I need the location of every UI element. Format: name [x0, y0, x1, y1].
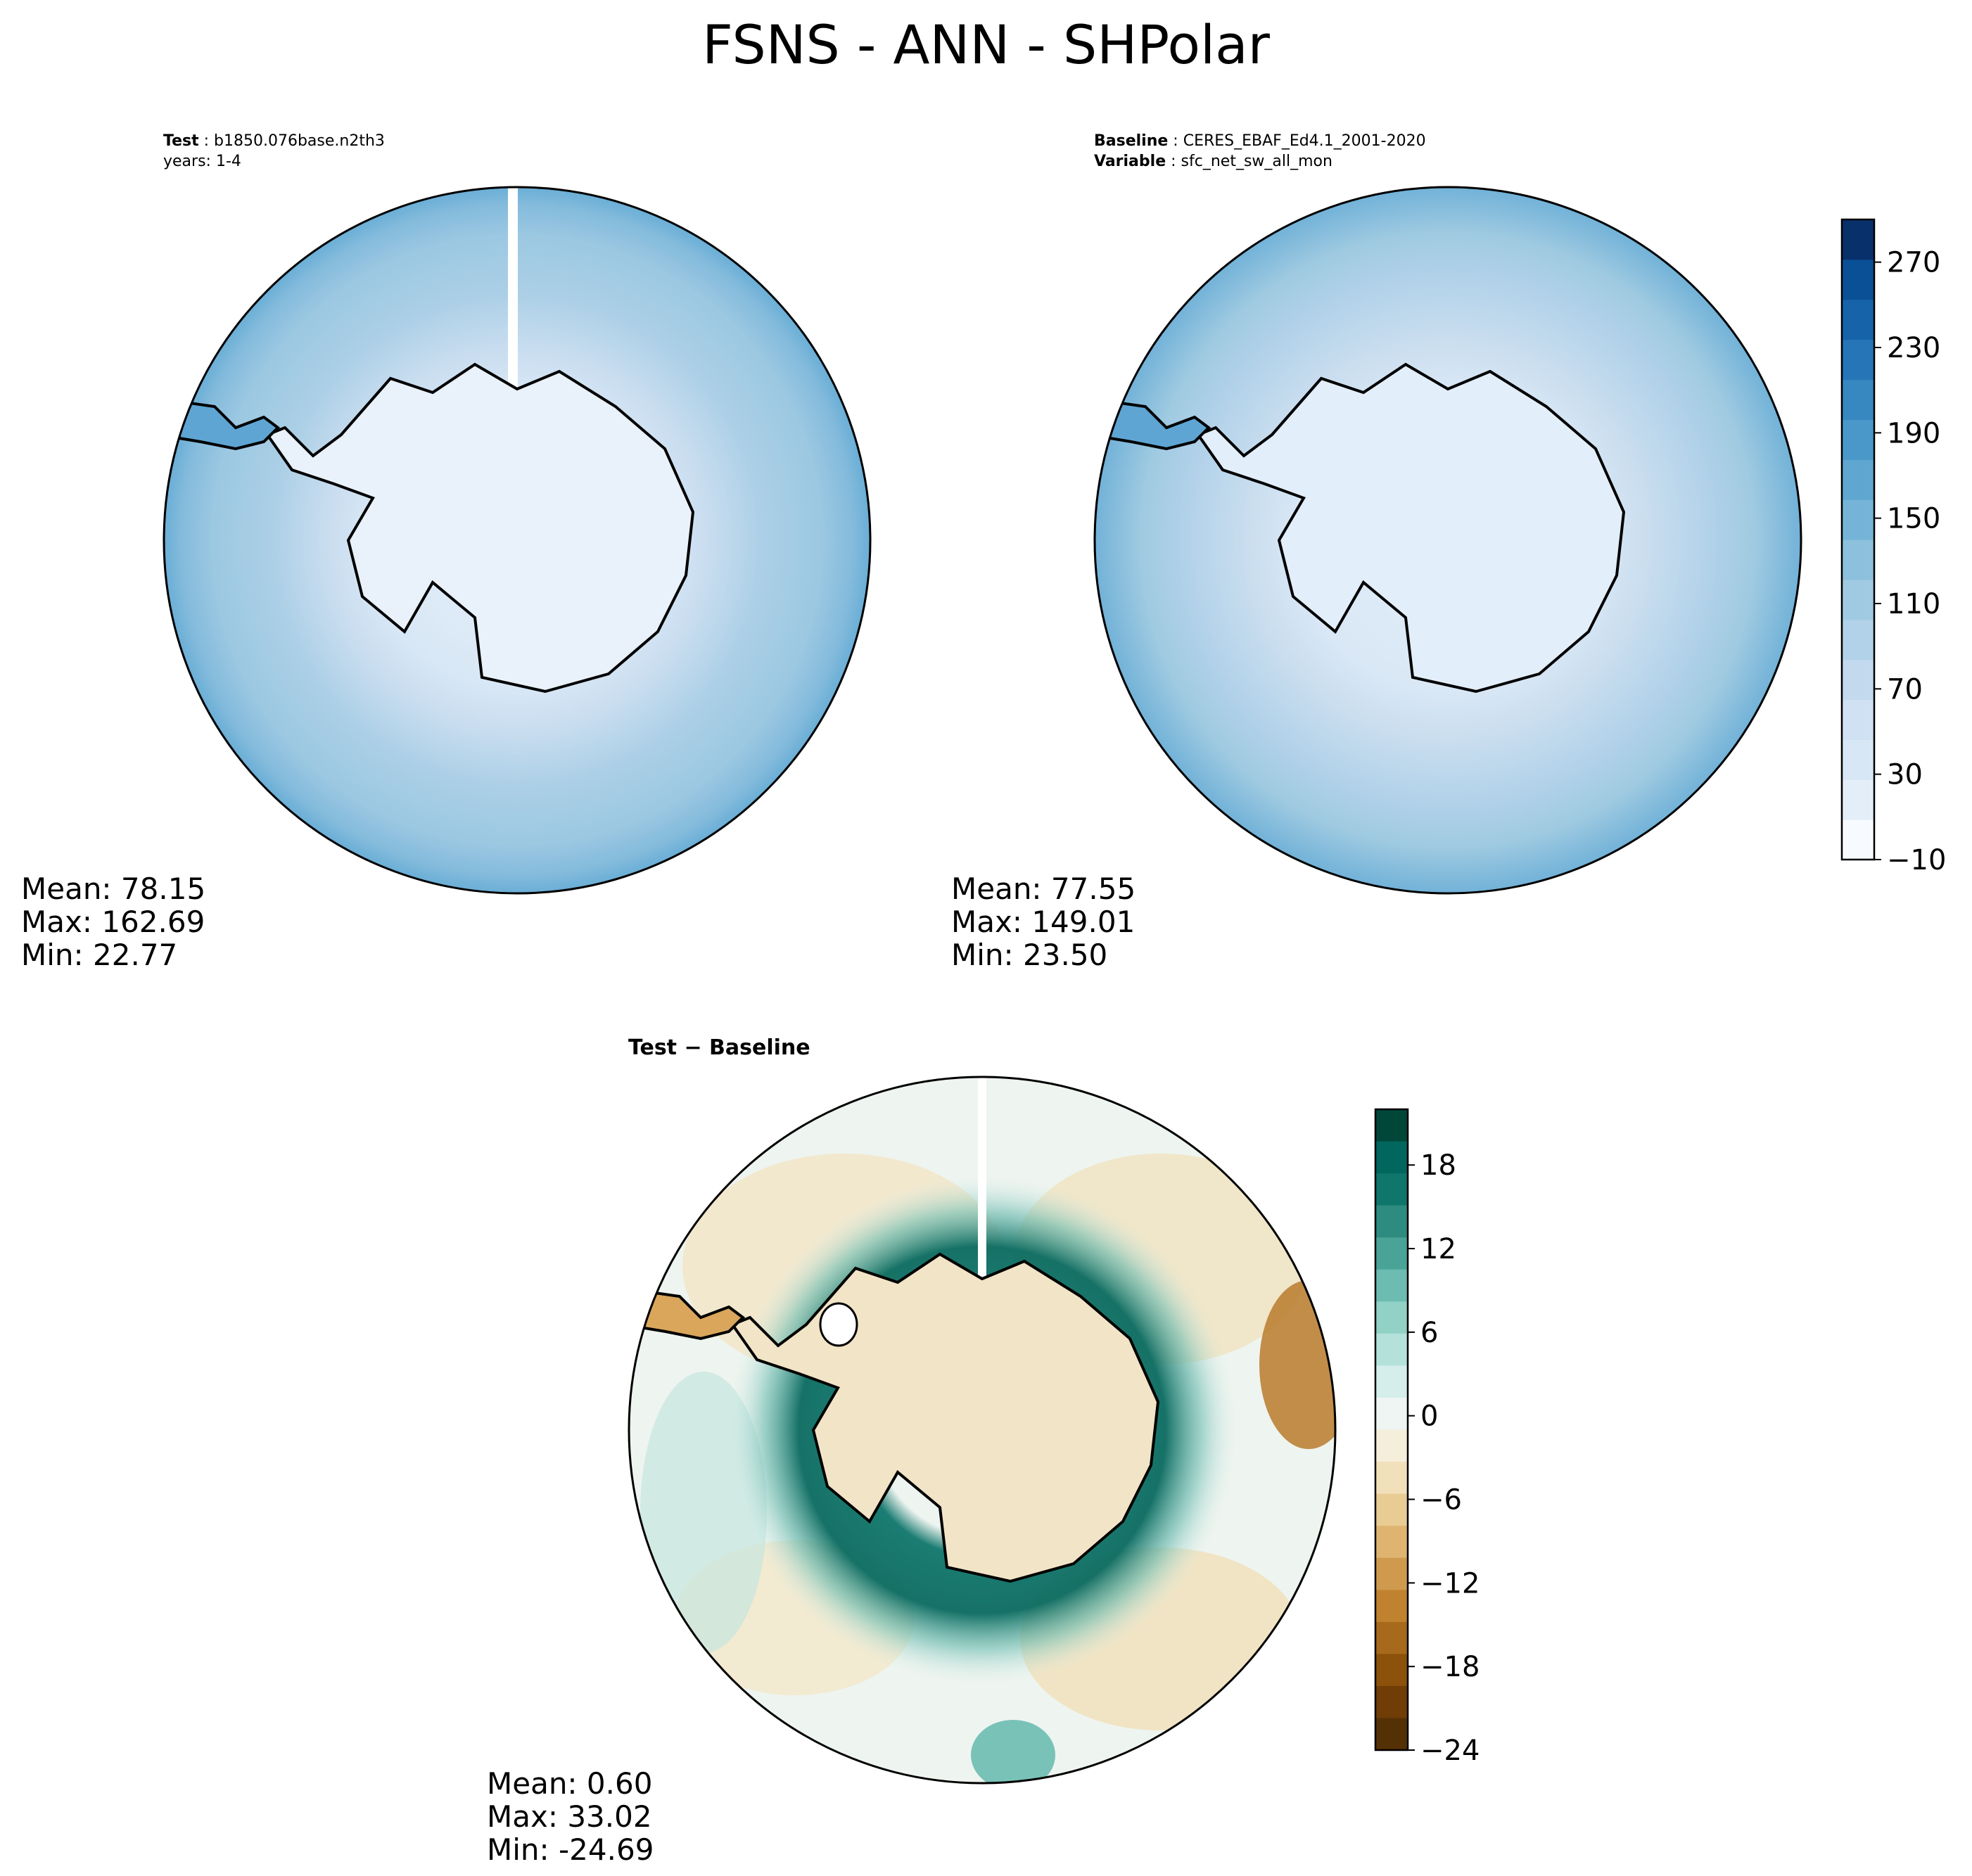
main-colorbar-bin [1842, 299, 1874, 340]
main-colorbar-tick-label: 110 [1887, 588, 1940, 620]
diff-colorbar-bin [1375, 1557, 1408, 1590]
variable-name: sfc_net_sw_all_mon [1181, 153, 1332, 170]
main-colorbar-tick-label: 270 [1887, 247, 1940, 279]
test-max: Max: 162.69 [21, 905, 205, 939]
diff-colorbar-bin [1375, 1301, 1408, 1334]
test-case-name: b1850.076base.n2th3 [214, 132, 385, 150]
diff-min: Min: -24.69 [487, 1832, 654, 1867]
baseline-label: Baseline [1094, 132, 1169, 150]
baseline-map-boundary [1093, 186, 1802, 895]
diff-colorbar-tick-label: −12 [1420, 1567, 1480, 1600]
diff-stats: Mean: 0.60 Max: 33.02 Min: -24.69 [487, 1767, 654, 1866]
test-stats: Mean: 78.15 Max: 162.69 Min: 22.77 [21, 872, 205, 971]
test-min: Min: 22.77 [21, 938, 178, 972]
main-colorbar-tick-label: 150 [1887, 503, 1940, 535]
diff-colorbar-tick-label: 0 [1420, 1400, 1438, 1433]
diff-colorbar-bin [1375, 1397, 1408, 1430]
baseline-map [1093, 186, 1802, 895]
diff-panel-header: Test − Baseline [628, 1035, 810, 1060]
main-colorbar-bin [1842, 499, 1874, 540]
main-colorbar-bin [1842, 619, 1874, 661]
diff-max: Max: 33.02 [487, 1799, 652, 1834]
diff-colorbar-bin [1375, 1109, 1408, 1142]
diff-map-boundary [628, 1076, 1337, 1785]
baseline-panel-header: Baseline : CERES_EBAF_Ed4.1_2001-2020 Va… [1094, 132, 1426, 170]
diff-colorbar-bin [1375, 1462, 1408, 1495]
baseline-mean: Mean: 77.55 [951, 872, 1136, 906]
main-colorbar-tick-label: 190 [1887, 417, 1940, 449]
main-colorbar-bin [1842, 699, 1874, 740]
baseline-stats: Mean: 77.55 Max: 149.01 Min: 23.50 [951, 872, 1136, 971]
main-colorbar-bin [1842, 459, 1874, 500]
main-colorbar-tick-label: 70 [1887, 673, 1923, 706]
diff-colorbar-tick-label: −24 [1420, 1735, 1480, 1767]
main-colorbar-bin [1842, 540, 1874, 580]
baseline-max: Max: 149.01 [951, 905, 1136, 939]
diff-colorbar-bin [1375, 1621, 1408, 1654]
diff-colorbar-bin [1375, 1654, 1408, 1687]
diff-colorbar-tick-label: 6 [1420, 1317, 1438, 1349]
diff-colorbar-bin [1375, 1333, 1408, 1366]
main-colorbar: 270 230 190 150 110 70 30 −10 [1840, 218, 1946, 876]
diff-colorbar-bin [1375, 1429, 1408, 1462]
test-map [163, 186, 872, 895]
diff-colorbar-bin [1375, 1205, 1408, 1238]
diff-colorbar-bin [1375, 1141, 1408, 1174]
test-label: Test [163, 132, 199, 150]
diff-map [628, 1076, 1337, 1785]
variable-label: Variable [1094, 153, 1166, 170]
test-panel-header: Test : b1850.076base.n2th3 years: 1-4 [163, 132, 385, 170]
main-colorbar-bin [1842, 259, 1874, 300]
baseline-case-name: CERES_EBAF_Ed4.1_2001-2020 [1183, 132, 1426, 150]
diff-colorbar-bin [1375, 1173, 1408, 1206]
figure-title: FSNS - ANN - SHPolar [702, 13, 1270, 76]
diff-colorbar-bin [1375, 1365, 1408, 1398]
diff-colorbar-bin [1375, 1237, 1408, 1270]
diff-colorbar-bin [1375, 1685, 1408, 1718]
main-colorbar-frame [1840, 218, 1876, 861]
main-colorbar-bin [1842, 779, 1874, 820]
main-colorbar-bin [1842, 659, 1874, 700]
diff-colorbar-bin [1375, 1526, 1408, 1559]
diff-colorbar: 18 12 6 0 −6 −12 −18 −24 [1374, 1108, 1480, 1767]
main-colorbar-bin [1842, 339, 1874, 380]
main-colorbar-bin [1842, 379, 1874, 420]
diff-colorbar-tick-label: −18 [1420, 1651, 1480, 1683]
main-colorbar-tick-label: 230 [1887, 332, 1940, 364]
test-map-boundary [163, 186, 872, 895]
diff-mean: Mean: 0.60 [487, 1766, 653, 1801]
main-colorbar-bin [1842, 819, 1874, 860]
main-colorbar-bin [1842, 419, 1874, 460]
diff-colorbar-tick-label: 18 [1420, 1149, 1456, 1182]
main-colorbar-tick-label: −10 [1887, 844, 1946, 876]
test-years: years: 1-4 [163, 153, 241, 170]
main-colorbar-bin [1842, 739, 1874, 780]
baseline-min: Min: 23.50 [951, 938, 1108, 972]
diff-colorbar-tick-label: −6 [1420, 1484, 1462, 1517]
diff-colorbar-bin [1375, 1269, 1408, 1302]
diff-colorbar-frame [1374, 1108, 1409, 1751]
diff-colorbar-bin [1375, 1718, 1408, 1751]
main-colorbar-tick-label: 30 [1887, 759, 1923, 791]
main-colorbar-bin [1842, 579, 1874, 620]
diff-colorbar-bin [1375, 1493, 1408, 1526]
diff-colorbar-bin [1375, 1590, 1408, 1623]
main-colorbar-bin [1842, 219, 1874, 260]
diff-colorbar-tick-label: 12 [1420, 1233, 1456, 1265]
test-mean: Mean: 78.15 [21, 872, 206, 906]
